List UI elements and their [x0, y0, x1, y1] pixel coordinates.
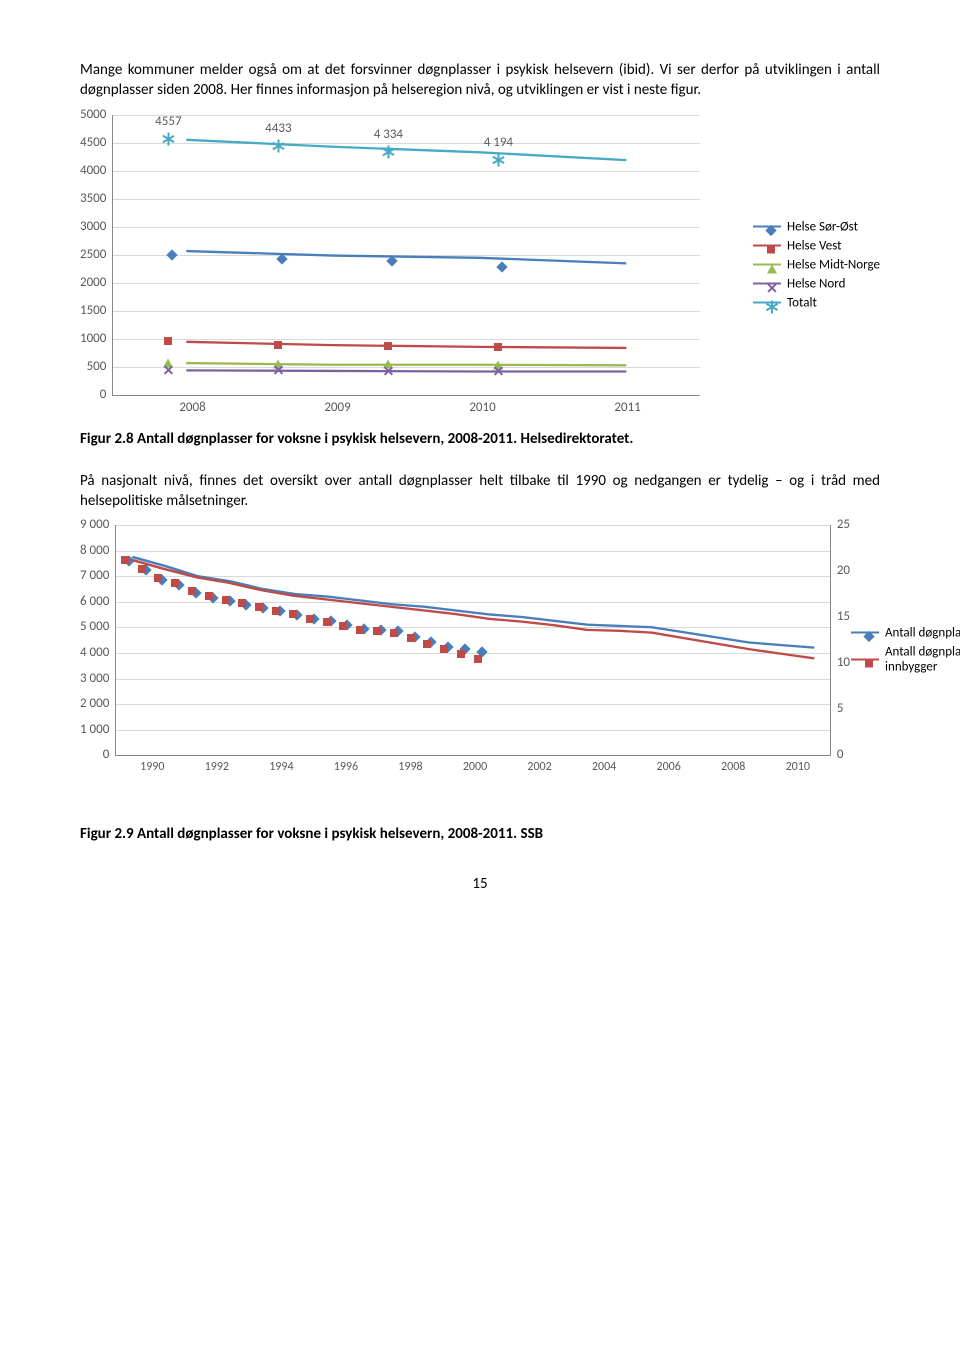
chart1-y-axis: 5000450040003500300025002000150010005000: [80, 115, 112, 395]
chart1: 5000450040003500300025002000150010005000…: [80, 115, 700, 415]
page-number: 15: [80, 875, 880, 893]
legend-item: Helse Midt-Norge: [753, 257, 880, 272]
legend-item: Helse Nord: [753, 276, 880, 291]
caption-2: Figur 2.9 Antall døgnplasser for voksne …: [80, 824, 880, 844]
legend-item: Antall døgnplasser per 10 000 innbygger: [851, 644, 960, 674]
caption-1: Figur 2.8 Antall døgnplasser for voksne …: [80, 429, 880, 449]
legend-item: Helse Vest: [753, 238, 880, 253]
chart2-y-axis-right: 2520151050: [831, 525, 850, 755]
chart1-plot: 455744334 3344 194: [112, 115, 700, 396]
chart2-legend: Antall døgnplasser Antall døgnplasser per…: [851, 621, 960, 678]
legend-item: Antall døgnplasser: [851, 625, 960, 640]
chart2-plot: [115, 525, 831, 756]
chart1-x-axis: 2008200920102011: [80, 400, 700, 415]
paragraph-1: Mange kommuner melder også om at det for…: [80, 60, 880, 101]
chart2-x-axis: 1990199219941996199820002002200420062008…: [80, 760, 850, 774]
paragraph-2: På nasjonalt nivå, finnes det oversikt o…: [80, 471, 880, 512]
chart2-y-axis-left: 9 0008 0007 0006 0005 0004 0003 0002 000…: [80, 525, 115, 755]
chart2: 9 0008 0007 0006 0005 0004 0003 0002 000…: [80, 525, 850, 774]
chart1-legend: Helse Sør-Øst Helse Vest Helse Midt-Norge H…: [753, 215, 880, 314]
legend-item: Totalt: [753, 295, 880, 310]
legend-item: Helse Sør-Øst: [753, 219, 880, 234]
